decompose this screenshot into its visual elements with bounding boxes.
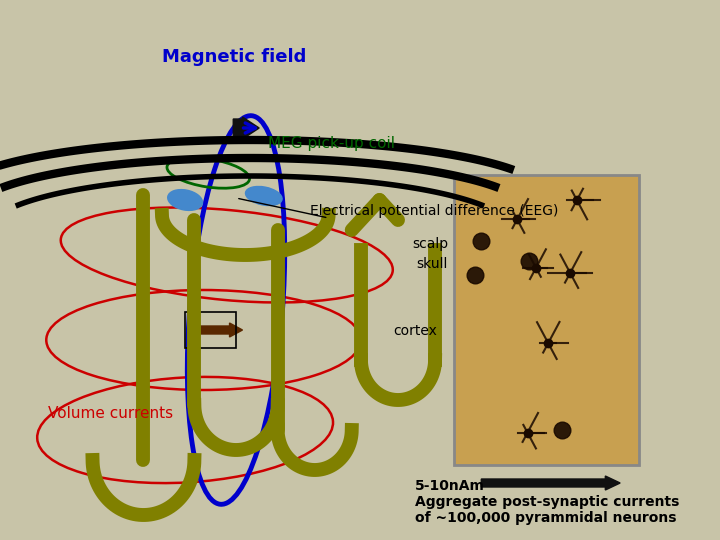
Text: 5-10nAm: 5-10nAm xyxy=(415,479,485,493)
Bar xyxy=(454,175,639,465)
Text: Magnetic field: Magnetic field xyxy=(162,48,306,66)
Text: skull: skull xyxy=(416,257,448,271)
Text: of ~100,000 pyrammidal neurons: of ~100,000 pyrammidal neurons xyxy=(415,511,676,525)
Text: Volume currents: Volume currents xyxy=(48,406,174,421)
Text: Electrical potential difference (EEG): Electrical potential difference (EEG) xyxy=(310,204,559,218)
Bar xyxy=(185,312,236,348)
FancyArrow shape xyxy=(481,476,620,490)
FancyArrow shape xyxy=(233,117,259,139)
Text: scalp: scalp xyxy=(412,237,448,251)
Ellipse shape xyxy=(168,190,202,211)
Text: cortex: cortex xyxy=(393,324,437,338)
FancyArrow shape xyxy=(194,323,243,337)
Text: MEG pick-up coil: MEG pick-up coil xyxy=(269,136,395,151)
Text: Aggregate post-synaptic currents: Aggregate post-synaptic currents xyxy=(415,495,679,509)
Ellipse shape xyxy=(246,186,282,206)
